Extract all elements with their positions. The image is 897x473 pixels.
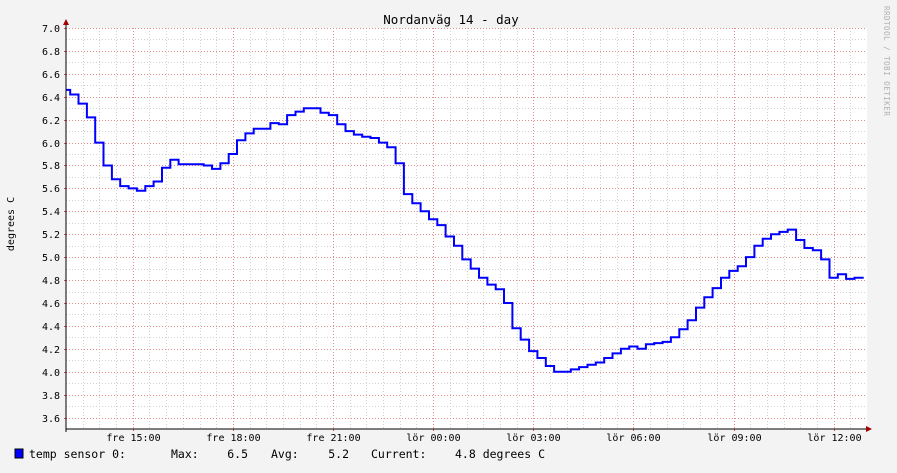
tick-labels: 3.6 3.8 4.0 4.2 4.4 4.6 4.8 5.0 5.2 5.4 5.6 5.8 6.0 6… (42, 24, 862, 444)
y-tick-label: 4.2 (42, 345, 60, 356)
legend-max-value: 6.5 (227, 447, 248, 461)
y-tick-label: 5.8 (42, 161, 60, 172)
y-tick-label: 6.2 (42, 116, 60, 127)
grid (64, 28, 867, 431)
x-tick-label: fre 18:00 (206, 433, 260, 444)
x-tick-label: fre 21:00 (306, 433, 360, 444)
y-axis-arrow-icon (63, 19, 69, 25)
legend: temp sensor 0: Max: 6.5 Avg: 5.2 Current… (14, 447, 545, 461)
y-tick-label: 7.0 (42, 24, 60, 35)
series-line (66, 88, 864, 373)
x-tick-label: lör 03:00 (506, 433, 560, 444)
legend-label: temp sensor 0: (29, 447, 126, 461)
x-tick-label: fre 15:00 (106, 433, 160, 444)
x-tick-label: lör 12:00 (807, 433, 861, 444)
watermark: RRDTOOL / TOBI OETIKER (882, 6, 891, 116)
y-tick-label: 5.0 (42, 253, 60, 264)
y-tick-label: 5.2 (42, 230, 60, 241)
y-tick-label: 6.8 (42, 47, 60, 58)
plot-area (66, 28, 867, 429)
axes (63, 19, 872, 432)
y-tick-label: 6.6 (42, 70, 60, 81)
y-tick-label: 4.4 (42, 322, 60, 333)
legend-current-value: 4.8 degrees C (455, 447, 545, 461)
y-tick-label: 4.8 (42, 276, 60, 287)
series-layer (66, 88, 864, 373)
legend-swatch (14, 448, 24, 459)
y-axis-label: degrees C (6, 197, 17, 251)
x-tick-label: lör 09:00 (707, 433, 761, 444)
x-tick-label: lör 00:00 (406, 433, 460, 444)
y-tick-label: 3.6 (42, 414, 60, 425)
y-tick-label: 6.0 (42, 139, 60, 150)
legend-max-label: Max: (171, 447, 199, 461)
y-tick-label: 5.4 (42, 207, 60, 218)
y-tick-label: 4.6 (42, 299, 60, 310)
x-axis-arrow-icon (866, 426, 872, 432)
legend-avg-value: 5.2 (328, 447, 349, 461)
y-tick-label: 4.0 (42, 368, 60, 379)
x-tick-label: lör 06:00 (606, 433, 660, 444)
legend-avg-label: Avg: (271, 447, 299, 461)
y-tick-label: 3.8 (42, 391, 60, 402)
y-tick-label: 6.4 (42, 93, 60, 104)
chart-title: Nordanväg 14 - day (383, 12, 519, 27)
y-tick-label: 5.6 (42, 184, 60, 195)
legend-current-label: Current: (371, 447, 426, 461)
